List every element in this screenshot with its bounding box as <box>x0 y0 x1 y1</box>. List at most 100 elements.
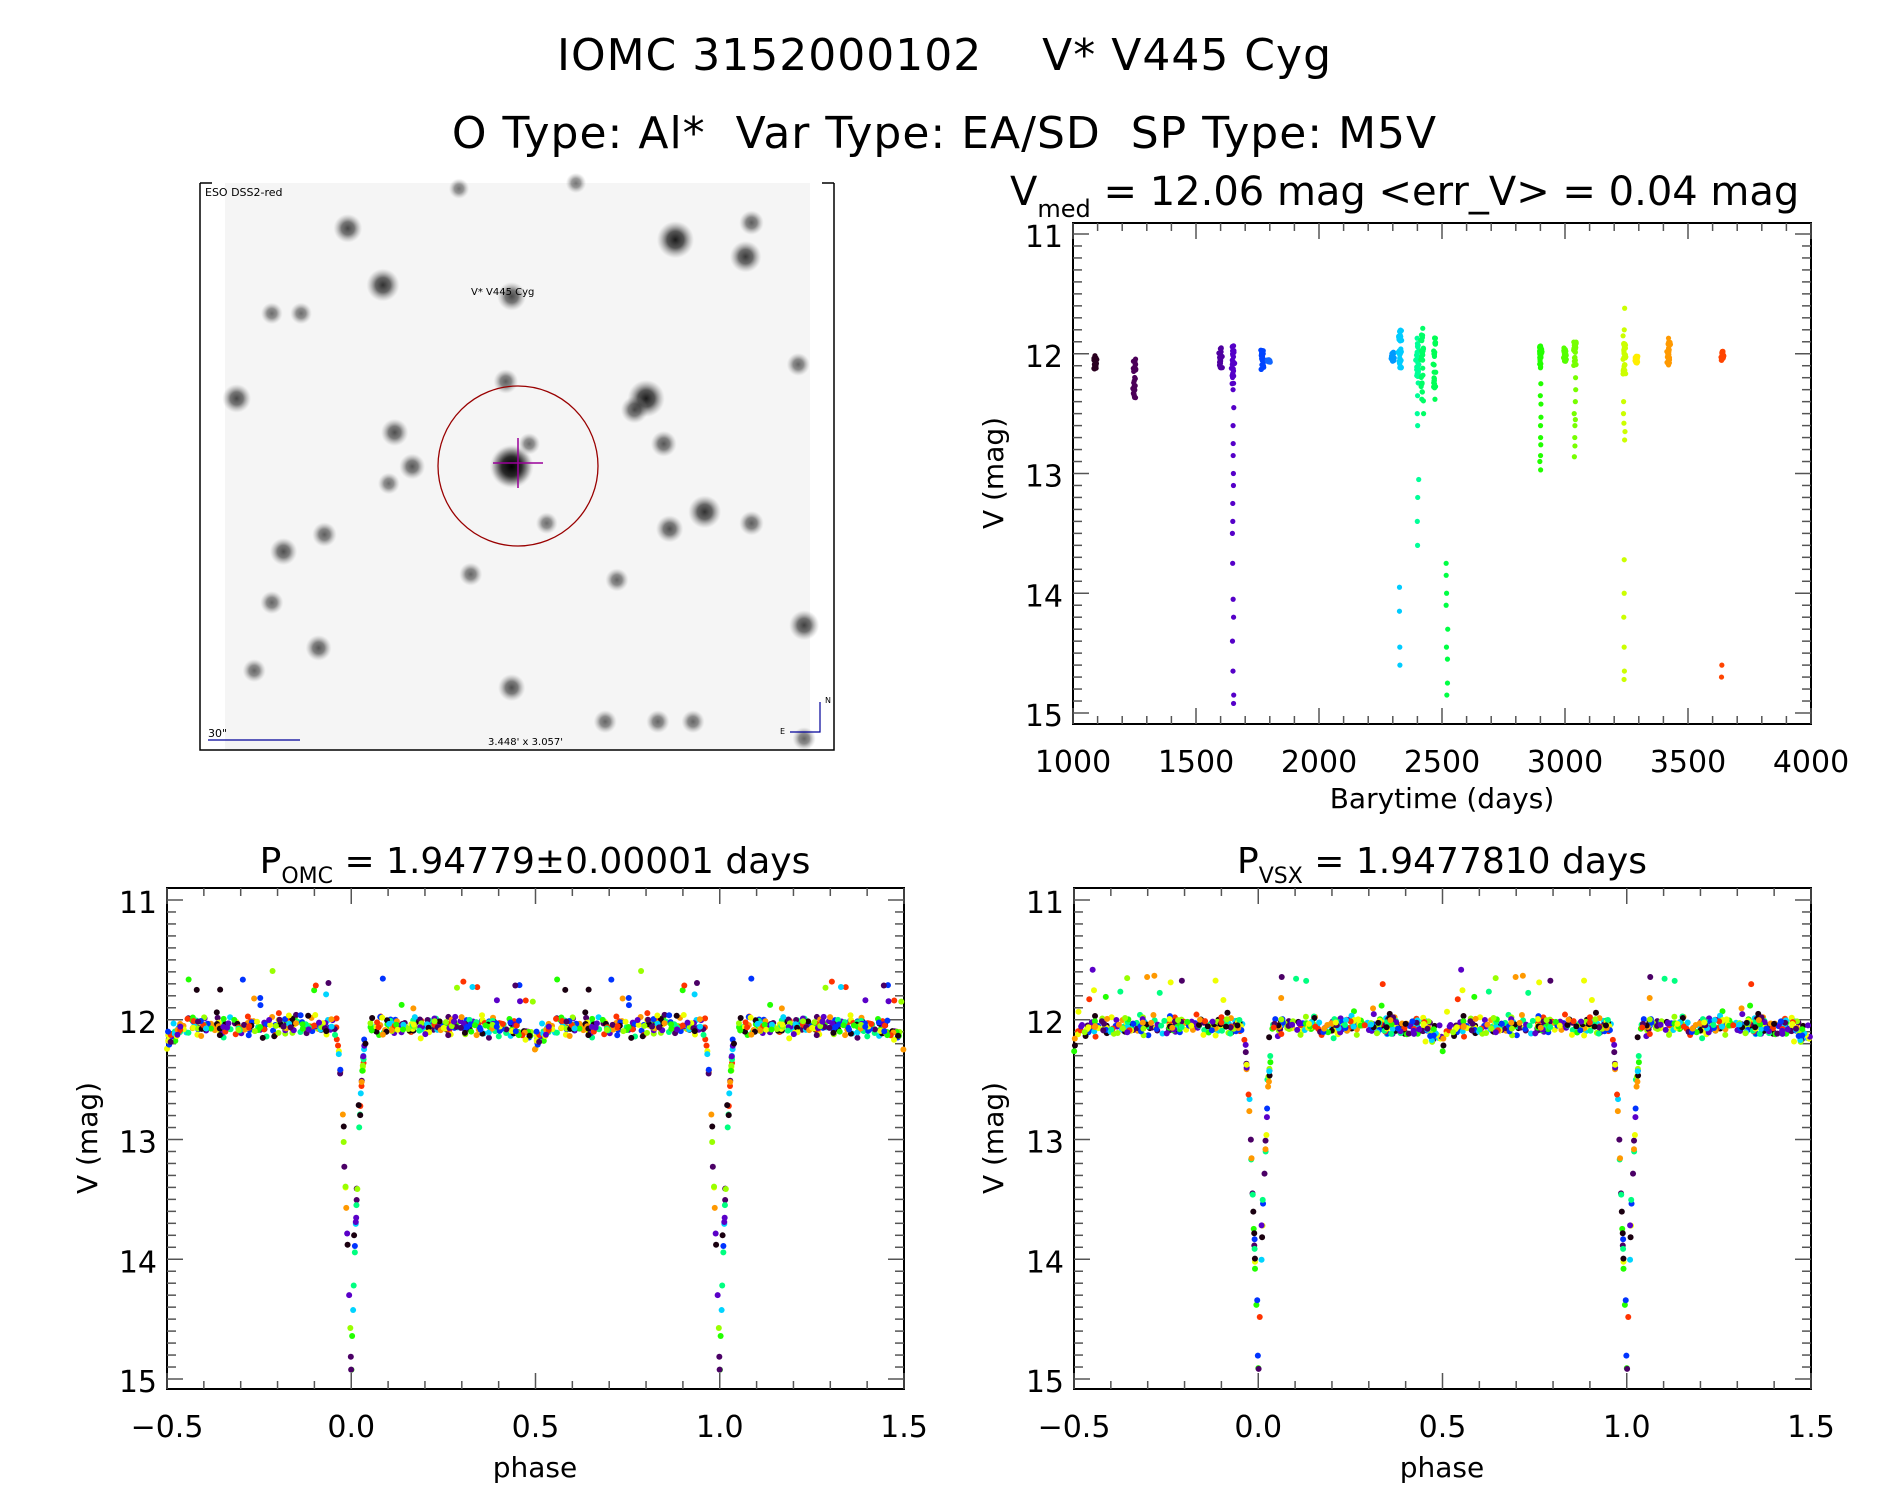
lightcurve-ytick-label: 11 <box>1025 220 1063 255</box>
phase-vsx-point <box>1622 1297 1629 1304</box>
phase-vsx-point <box>1368 1021 1375 1028</box>
phase-vsx-point <box>1227 1024 1234 1031</box>
phase-omc-ytick-label: 14 <box>119 1245 157 1280</box>
phase-omc-point <box>585 986 592 993</box>
phase-vsx-point <box>1302 1013 1309 1020</box>
phase-vsx-point <box>1635 1059 1642 1066</box>
lightcurve-ytick-label: 12 <box>1025 340 1063 375</box>
phase-omc-point <box>864 1033 871 1040</box>
lightcurve-point <box>1621 668 1627 674</box>
lightcurve-point <box>1719 662 1725 668</box>
lightcurve-point <box>1415 344 1421 350</box>
lightcurve-point <box>1432 349 1438 355</box>
phase-vsx-point <box>1251 1230 1258 1237</box>
phase-vsx-point <box>1581 977 1588 984</box>
lightcurve-xlabel: Barytime (days) <box>1330 782 1555 815</box>
phase-vsx-point <box>1272 1016 1279 1023</box>
phase-vsx-point <box>1758 1026 1765 1033</box>
phase-omc-point <box>344 1241 351 1248</box>
phase-vsx-point <box>1619 1230 1626 1237</box>
phase-vsx-point <box>1156 989 1163 996</box>
phase-vsx-point <box>1261 1170 1268 1177</box>
phase-vsx-point <box>1263 1114 1270 1121</box>
phase-omc-point <box>702 1015 709 1022</box>
phase-vsx-point <box>1789 1020 1796 1027</box>
phase-vsx-point <box>1104 1015 1111 1022</box>
phase-vsx-point <box>1646 1030 1653 1037</box>
phase-vsx-point <box>1270 1024 1277 1031</box>
phase-omc-point <box>880 982 887 989</box>
phase-omc-point <box>353 1197 360 1204</box>
lightcurve-point <box>1572 443 1578 449</box>
lightcurve-point <box>1621 590 1627 596</box>
phase-omc-point <box>241 1026 248 1033</box>
lightcurve-point <box>1259 356 1265 362</box>
phase-vsx-point <box>1525 989 1532 996</box>
phase-vsx-point <box>1341 1021 1348 1028</box>
phase-vsx-point <box>1296 1019 1303 1026</box>
phase-vsx-point <box>1620 1245 1627 1252</box>
phase-vsx-point <box>1632 1114 1639 1121</box>
phase-omc-point <box>272 1022 279 1029</box>
phase-vsx-point <box>1220 996 1227 1003</box>
lightcurve-point <box>1572 423 1578 429</box>
phase-omc-point <box>400 1021 407 1028</box>
phase-vsx-point <box>1743 1019 1750 1026</box>
phase-omc-point <box>405 1026 412 1033</box>
phase-omc-point <box>287 1024 294 1031</box>
finder-star <box>399 453 426 480</box>
phase-omc-point <box>728 1062 735 1069</box>
phase-vsx-point <box>1556 1022 1563 1029</box>
phase-vsx-point <box>1312 1023 1319 1030</box>
lightcurve-point <box>1571 358 1578 364</box>
phase-omc-point <box>661 1020 668 1027</box>
phase-vsx-point <box>1262 1137 1269 1144</box>
phase-vsx-point <box>1627 1222 1634 1229</box>
phase-omc-point <box>354 1186 361 1193</box>
phase-omc-point <box>709 1138 716 1145</box>
lightcurve-point <box>1420 357 1426 363</box>
finder-survey-label: ESO DSS2-red <box>205 186 283 199</box>
phase-omc-point <box>862 1023 869 1030</box>
phase-omc-point <box>185 1029 192 1036</box>
lightcurve-point <box>1621 342 1627 348</box>
phase-vsx-xtick-label: 1.5 <box>1787 1410 1835 1445</box>
phase-omc-point <box>185 976 192 983</box>
target-aperture-circle <box>437 385 599 547</box>
phase-vsx-point <box>1200 1031 1207 1038</box>
phase-vsx-point <box>1618 1208 1625 1215</box>
phase-omc-point <box>195 1018 202 1025</box>
lightcurve-point <box>1665 349 1671 355</box>
phase-vsx-point <box>1202 1018 1209 1025</box>
phase-vsx-point <box>1197 1016 1204 1023</box>
phase-vsx-point <box>1242 1049 1249 1056</box>
phase-vsx-point <box>1620 1255 1627 1262</box>
phase-omc-point <box>720 1249 727 1256</box>
phase-omc-point <box>369 1014 376 1021</box>
phase-vsx-point <box>1247 1136 1254 1143</box>
phase-omc-point <box>708 1111 715 1118</box>
phase-omc-point <box>453 984 460 991</box>
phase-vsx-point <box>1167 979 1174 986</box>
phase-omc-point <box>285 1012 292 1019</box>
phase-omc-point <box>840 1022 847 1029</box>
phase-vsx-point <box>1756 1030 1763 1037</box>
phase-omc-point <box>716 1366 723 1373</box>
phase-vsx-point <box>1536 979 1543 986</box>
phase-vsx-point <box>1124 975 1131 982</box>
phase-vsx-point <box>1402 1020 1409 1027</box>
phase-vsx-point <box>1234 1022 1241 1029</box>
phase-omc-point <box>566 1032 573 1039</box>
phase-omc-point <box>668 1021 675 1028</box>
finder-star <box>739 210 764 235</box>
phase-omc-point <box>709 1123 716 1130</box>
phase-omc-point <box>554 976 561 983</box>
scale-bar-label: 30" <box>208 727 227 740</box>
phase-vsx-xtick-label: 1.0 <box>1603 1410 1651 1445</box>
lightcurve-point <box>1131 368 1137 374</box>
phase-omc-point <box>220 1015 227 1022</box>
phase-omc-point <box>811 1019 818 1026</box>
phase-omc-point <box>809 1024 816 1031</box>
phase-omc-point <box>748 975 755 982</box>
phase-omc-point <box>610 1026 617 1033</box>
